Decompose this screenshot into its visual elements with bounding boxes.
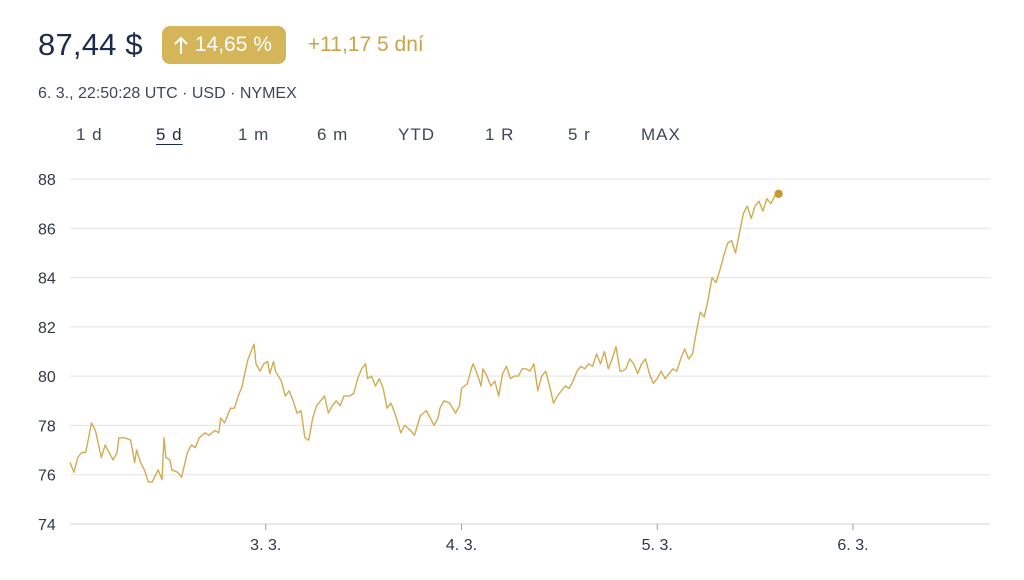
price-series xyxy=(69,189,783,483)
tab-ytd[interactable]: YTD xyxy=(398,125,435,144)
y-tick-label: 88 xyxy=(38,172,56,189)
quote-meta: 6. 3., 22:50:28 UTC · USD · NYMEX xyxy=(38,85,297,102)
arrow-up-icon xyxy=(174,36,188,54)
tab-5d[interactable]: 5 d xyxy=(156,125,183,144)
tab-1d[interactable]: 1 d xyxy=(76,125,103,144)
change-absolute: +11,17 5 dní xyxy=(307,33,424,56)
tab-max[interactable]: MAX xyxy=(641,125,681,144)
y-tick-label: 76 xyxy=(38,468,56,485)
y-tick-label: 74 xyxy=(38,517,56,534)
x-tick-label: 6. 3. xyxy=(837,537,868,554)
y-tick-label: 82 xyxy=(38,320,56,337)
y-tick-label: 84 xyxy=(38,271,56,288)
tab-1m[interactable]: 1 m xyxy=(238,125,270,144)
last-price-marker xyxy=(774,189,783,198)
tab-5r[interactable]: 5 r xyxy=(568,125,591,144)
y-tick-label: 86 xyxy=(38,221,56,238)
x-axis: 3. 3. 4. 3. 5. 3. 6. 3. xyxy=(250,524,869,554)
change-percent-badge: 14,65 % xyxy=(161,26,286,64)
current-price: 87,44 $ xyxy=(38,27,143,62)
x-tick-label: 3. 3. xyxy=(250,537,281,554)
change-percent: 14,65 % xyxy=(194,33,272,56)
x-tick-label: 5. 3. xyxy=(642,537,673,554)
tab-1r[interactable]: 1 R xyxy=(485,125,515,144)
x-tick-label: 4. 3. xyxy=(446,537,477,554)
y-axis-labels: 74 76 78 80 82 84 86 88 xyxy=(38,172,56,534)
tab-6m[interactable]: 6 m xyxy=(317,125,349,144)
price-line xyxy=(69,193,779,483)
quote-header: 87,44 $ 14,65 % +11,17 5 dní xyxy=(38,26,424,64)
y-tick-label: 80 xyxy=(38,369,56,386)
y-tick-label: 78 xyxy=(38,418,56,435)
grid-lines xyxy=(70,178,990,525)
